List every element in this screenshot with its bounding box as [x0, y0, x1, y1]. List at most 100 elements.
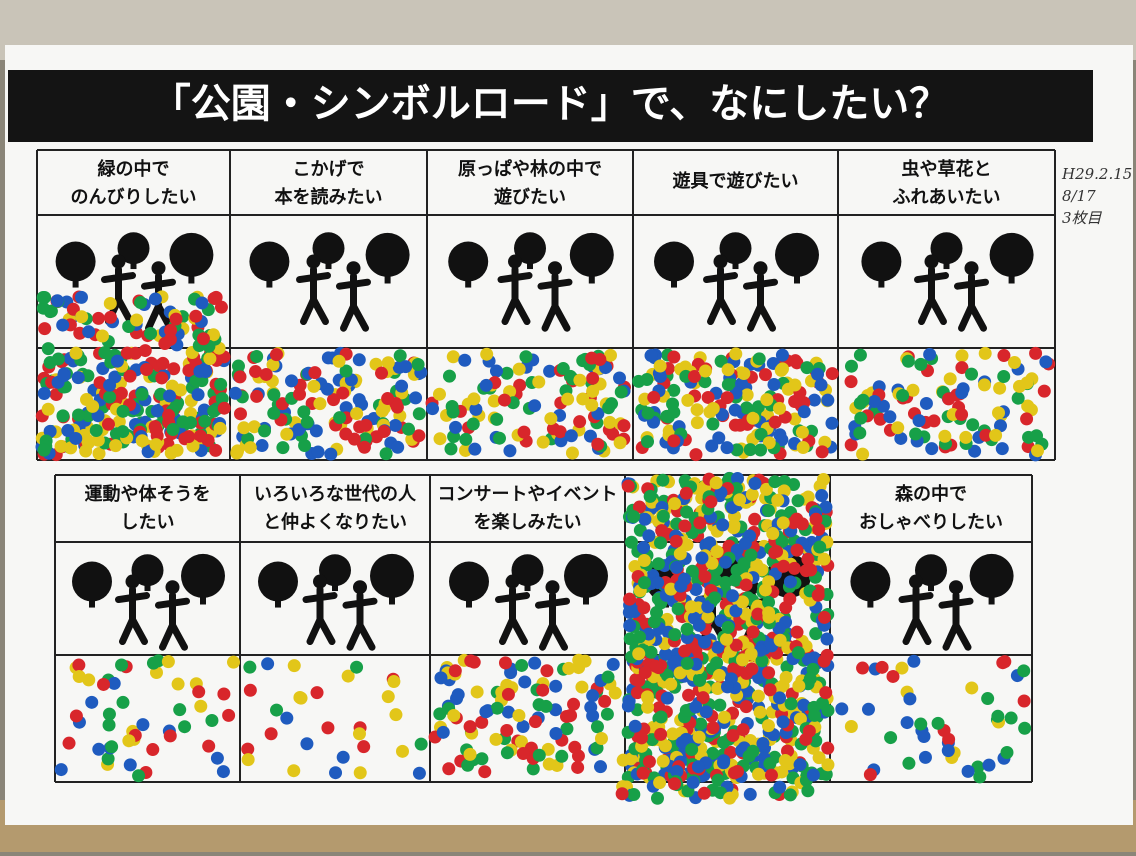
sticker	[607, 658, 620, 671]
sticker	[603, 416, 616, 429]
sticker	[613, 371, 626, 384]
sticker	[73, 670, 86, 683]
sticker	[151, 404, 164, 417]
sticker	[653, 776, 666, 789]
sticker	[586, 689, 599, 702]
sticker	[540, 664, 553, 677]
sticker	[209, 444, 222, 457]
sticker	[668, 497, 681, 510]
sticker	[688, 370, 701, 383]
sticker	[804, 564, 817, 577]
sticker	[468, 443, 481, 456]
sticker	[835, 702, 848, 715]
tree	[258, 562, 298, 602]
sticker	[716, 518, 729, 531]
sticker	[623, 619, 636, 632]
sticker	[163, 389, 176, 402]
sticker	[103, 391, 116, 404]
tree	[56, 242, 96, 282]
sticker	[434, 671, 447, 684]
sticker	[249, 365, 262, 378]
sticker	[536, 684, 549, 697]
handwritten-note: H29.2.15	[1061, 165, 1132, 183]
sticker	[617, 754, 630, 767]
sticker	[965, 368, 978, 381]
sticker	[490, 413, 503, 426]
sticker	[412, 358, 425, 371]
title: 「公園・シンボルロード」で、なにしたい？	[151, 81, 949, 127]
sticker	[745, 647, 758, 660]
sticker	[199, 365, 212, 378]
sticker	[762, 666, 775, 679]
sticker	[479, 705, 492, 718]
sticker	[627, 510, 640, 523]
sticker	[72, 408, 85, 421]
sticker	[868, 395, 881, 408]
sticker	[657, 755, 670, 768]
sticker	[375, 367, 388, 380]
sticker	[464, 654, 477, 667]
sticker	[280, 428, 293, 441]
sticker	[96, 329, 109, 342]
sticker	[748, 477, 761, 490]
sticker	[722, 621, 735, 634]
sticker	[293, 388, 306, 401]
sticker	[426, 402, 439, 415]
sticker	[276, 441, 289, 454]
sticker	[85, 696, 98, 709]
cell-label: を楽しみたい	[474, 511, 582, 533]
sticker	[645, 646, 658, 659]
sticker	[902, 355, 915, 368]
sticker	[63, 737, 76, 750]
sticker	[104, 297, 117, 310]
sticker	[639, 666, 652, 679]
sticker	[691, 416, 704, 429]
sticker	[337, 751, 350, 764]
sticker	[503, 444, 516, 457]
sticker	[733, 493, 746, 506]
sticker	[637, 601, 650, 614]
sticker	[98, 346, 111, 359]
sticker	[321, 721, 334, 734]
sticker	[643, 755, 656, 768]
sticker	[845, 360, 858, 373]
sticker	[444, 442, 457, 455]
sticker	[856, 662, 869, 675]
sticker	[720, 633, 733, 646]
tree	[72, 562, 112, 602]
sticker	[102, 752, 115, 765]
sticker	[685, 600, 698, 613]
tree	[564, 554, 608, 598]
sticker	[227, 656, 240, 669]
sticker	[571, 761, 584, 774]
sticker	[459, 433, 472, 446]
sticker	[668, 628, 681, 641]
sticker	[561, 393, 574, 406]
sticker	[815, 378, 828, 391]
sticker	[333, 411, 346, 424]
sticker	[808, 709, 821, 722]
sticker	[51, 294, 64, 307]
sticker	[938, 430, 951, 443]
sticker	[788, 562, 801, 575]
sticker	[130, 314, 143, 327]
sticker	[250, 350, 263, 363]
sticker	[740, 700, 753, 713]
tree	[570, 233, 614, 277]
sticker	[395, 380, 408, 393]
sticker	[1031, 444, 1044, 457]
sticker	[301, 416, 314, 429]
sticker	[42, 342, 55, 355]
tree	[370, 554, 414, 598]
sticker	[770, 545, 783, 558]
sticker	[109, 439, 122, 452]
sticker	[566, 447, 579, 460]
sticker	[471, 685, 484, 698]
sticker	[818, 611, 831, 624]
sticker	[821, 704, 834, 717]
handwritten-note: 8/17	[1062, 187, 1096, 205]
sticker	[399, 360, 412, 373]
cell-label: 原っぱや林の中で	[458, 158, 602, 180]
sticker	[693, 516, 706, 529]
sticker	[555, 750, 568, 763]
